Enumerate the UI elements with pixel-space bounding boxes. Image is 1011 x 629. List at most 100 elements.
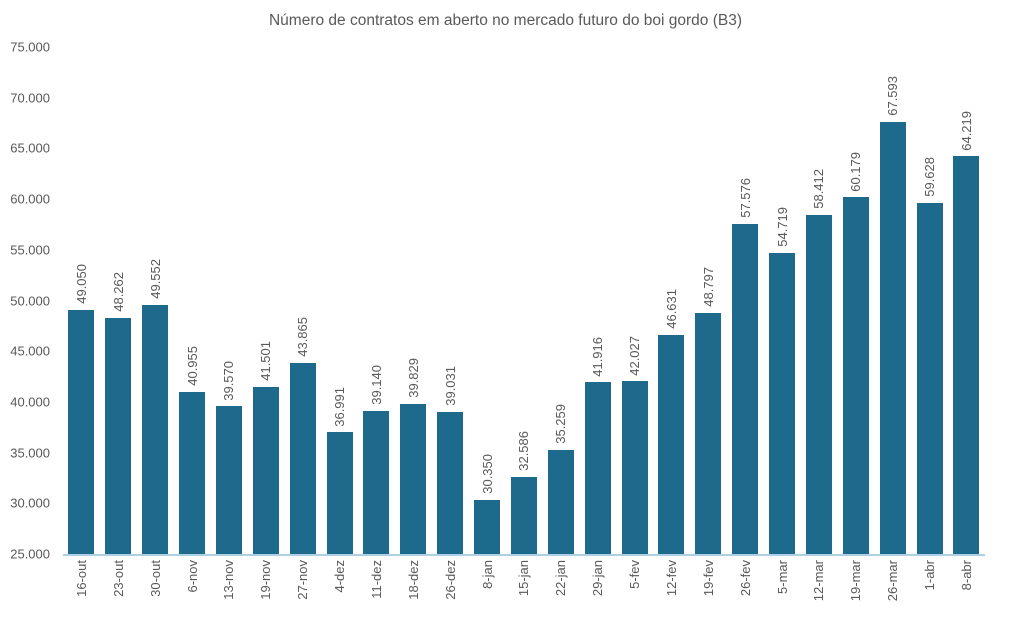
bar-slot: 59.628 (911, 47, 948, 554)
x-tick-label: 23-out (110, 560, 126, 597)
bar (584, 382, 611, 554)
bar-value-label: 42.027 (627, 335, 643, 376)
x-tick-label: 18-dez (405, 560, 421, 600)
x-tick-label: 26-mar (885, 560, 901, 602)
x-slot: 13-nov (211, 560, 248, 601)
bar-value-label: 54.719 (774, 206, 790, 247)
bar-slot: 60.179 (837, 47, 874, 554)
y-tick-label: 60.000 (10, 191, 50, 207)
x-tick-label: 8-jan (479, 560, 495, 589)
bar (252, 386, 279, 554)
y-tick-label: 75.000 (10, 39, 50, 55)
x-tick-label: 13-nov (221, 560, 237, 600)
x-slot: 16-out (63, 560, 100, 601)
bar (732, 223, 759, 554)
bar-slot: 46.631 (653, 47, 690, 554)
x-slot: 19-mar (837, 560, 874, 601)
bar (437, 411, 464, 554)
x-tick-label: 19-mar (848, 560, 864, 602)
bar-slot: 40.955 (174, 47, 211, 554)
x-tick-label: 26-dez (442, 560, 458, 600)
bar (105, 318, 132, 554)
x-slot: 6-nov (174, 560, 211, 601)
x-slot: 26-fev (727, 560, 764, 601)
x-slot: 5-mar (764, 560, 801, 601)
bar-value-label: 41.916 (590, 336, 606, 377)
bar-value-label: 67.593 (885, 76, 901, 117)
x-slot: 23-out (100, 560, 137, 601)
x-slot: 26-dez (432, 560, 469, 601)
bar-value-label: 58.412 (811, 169, 827, 210)
bar (547, 449, 574, 554)
x-tick-label: 1-abr (922, 560, 938, 591)
x-slot: 26-mar (874, 560, 911, 601)
bar-slot: 49.050 (63, 47, 100, 554)
bar-value-label: 40.955 (184, 346, 200, 387)
bar-slot: 39.140 (358, 47, 395, 554)
bar-slot: 30.350 (469, 47, 506, 554)
bar (953, 156, 980, 554)
x-slot: 27-nov (284, 560, 321, 601)
x-tick-label: 26-fev (737, 560, 753, 597)
bar (695, 312, 722, 554)
bar-slot: 42.027 (616, 47, 653, 554)
bar-value-label: 60.179 (848, 151, 864, 192)
bar-value-label: 48.262 (110, 272, 126, 313)
chart-title: Número de contratos em aberto no mercado… (268, 12, 742, 29)
bar-value-label: 39.570 (221, 360, 237, 401)
x-tick-label: 5-mar (774, 560, 790, 594)
bar-value-label: 43.865 (295, 316, 311, 357)
bar-slot: 54.719 (764, 47, 801, 554)
x-tick-label: 29-jan (590, 560, 606, 597)
y-tick-label: 55.000 (10, 242, 50, 258)
x-tick-label: 15-jan (516, 560, 532, 597)
bar-slot: 43.865 (284, 47, 321, 554)
bar-value-label: 48.797 (700, 266, 716, 307)
plot-area: 49.050 48.262 49.552 40.955 39.570 41.501 43.8… (63, 47, 985, 556)
x-slot: 30-out (137, 560, 174, 601)
bar-value-label: 39.140 (368, 364, 384, 405)
bar-slot: 36.991 (321, 47, 358, 554)
bar (805, 215, 832, 554)
x-slot: 29-jan (579, 560, 616, 601)
bar (621, 381, 648, 554)
bar (142, 305, 169, 554)
bar-value-label: 57.576 (737, 177, 753, 218)
x-slot: 22-jan (542, 560, 579, 601)
bar (326, 432, 353, 554)
bar-value-label: 35.259 (553, 404, 569, 444)
bar (289, 362, 316, 554)
bar (658, 334, 685, 554)
x-slot: 12-fev (653, 560, 690, 601)
bar (474, 499, 501, 554)
bar-slot: 39.031 (432, 47, 469, 554)
y-axis: 75.000 70.000 65.000 60.000 55.000 50.000 45.0… (0, 41, 50, 561)
bar-slot: 57.576 (727, 47, 764, 554)
bar (916, 202, 943, 554)
x-tick-label: 4-dez (332, 560, 348, 593)
x-tick-label: 5-fev (627, 560, 643, 589)
bar-slot: 67.593 (874, 47, 911, 554)
x-tick-label: 27-nov (295, 560, 311, 600)
bar (400, 403, 427, 554)
x-tick-label: 12-fev (663, 560, 679, 597)
bar-slot: 35.259 (542, 47, 579, 554)
x-slot: 8-jan (469, 560, 506, 601)
bar-value-label: 39.829 (405, 357, 421, 398)
x-slot: 18-dez (395, 560, 432, 601)
bar-slot: 41.916 (579, 47, 616, 554)
x-tick-label: 30-out (147, 560, 163, 597)
x-slot: 15-jan (506, 560, 543, 601)
x-slot: 19-fev (690, 560, 727, 601)
x-tick-label: 6-nov (184, 560, 200, 593)
bar-value-label: 59.628 (922, 157, 938, 197)
x-slot: 19-nov (247, 560, 284, 601)
bar (879, 122, 906, 554)
bar-slot: 32.586 (506, 47, 543, 554)
bar-value-label: 46.631 (663, 288, 679, 329)
x-tick-label: 12-mar (811, 560, 827, 602)
bar (179, 392, 206, 554)
bar-value-label: 41.501 (258, 340, 274, 381)
bars-row: 49.050 48.262 49.552 40.955 39.570 41.501 43.8… (63, 47, 985, 554)
